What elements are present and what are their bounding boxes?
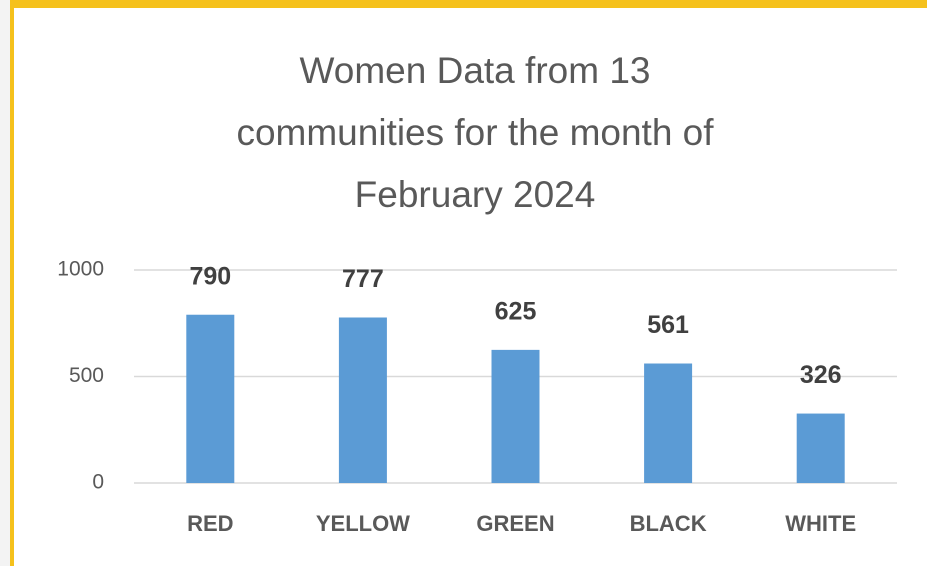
bar (491, 349, 540, 483)
data-label: 326 (800, 361, 842, 389)
frame-border-left (10, 0, 14, 566)
data-label: 790 (189, 262, 231, 290)
x-tick-label: RED (187, 511, 233, 536)
bar (338, 317, 387, 483)
data-label: 777 (342, 265, 384, 293)
data-label: 561 (647, 311, 689, 339)
frame-border-top (0, 0, 927, 8)
data-label: 625 (495, 297, 537, 325)
y-tick-label: 1000 (57, 258, 104, 281)
chart-title: Women Data from 13 communities for the m… (236, 50, 714, 215)
x-tick-label: GREEN (476, 511, 554, 536)
y-tick-label: 0 (92, 471, 104, 494)
y-tick-label: 500 (69, 364, 104, 387)
bar (796, 413, 845, 483)
bar (644, 363, 693, 483)
bar (186, 314, 235, 483)
x-tick-label: BLACK (630, 511, 707, 536)
x-tick-label: WHITE (785, 511, 856, 536)
sheet-strip (0, 0, 10, 566)
x-tick-label: YELLOW (316, 511, 410, 536)
